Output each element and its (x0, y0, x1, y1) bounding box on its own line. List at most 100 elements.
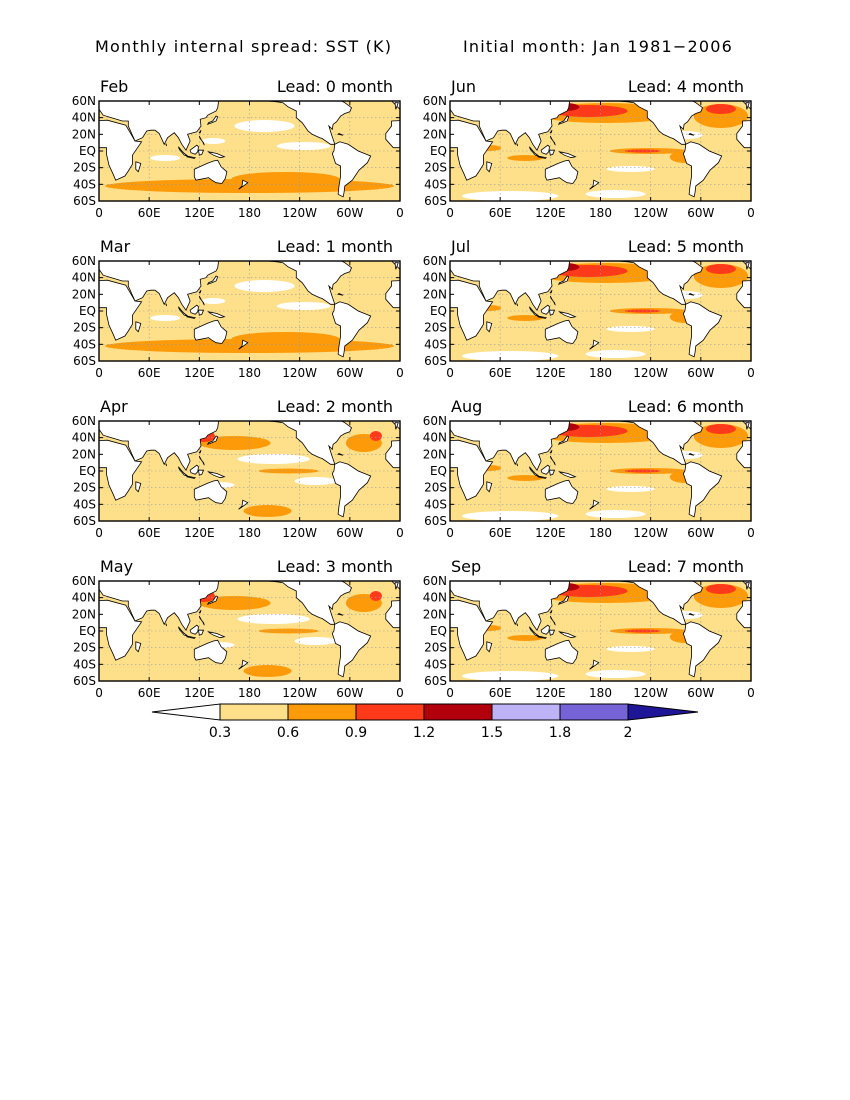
low-spread-region (462, 671, 559, 681)
land-island (688, 453, 695, 456)
lon-tick-label: 0 (396, 206, 404, 220)
sst-spread-field (99, 421, 400, 521)
lat-tick-label: 60S (424, 514, 447, 528)
lon-tick-label: 120W (282, 366, 317, 380)
land-island (589, 339, 600, 350)
land-africa-wrap (736, 440, 751, 469)
lat-tick-label: EQ (430, 144, 447, 158)
lat-tick-label: 60N (72, 94, 96, 108)
lon-tick-label: 180 (238, 526, 261, 540)
land-island (540, 144, 550, 155)
lat-tick-label: 60S (73, 354, 96, 368)
lat-tick-label: 40N (423, 111, 447, 125)
lon-tick-label: 120E (184, 526, 215, 540)
lon-tick-label: 120W (282, 526, 317, 540)
lat-tick-label: 60N (423, 574, 447, 588)
land-samerica (682, 621, 723, 678)
low-spread-region (276, 302, 331, 310)
land-island (486, 481, 493, 493)
lat-tick-label: EQ (430, 304, 447, 318)
land-island (198, 129, 202, 134)
lat-tick-label: 20N (72, 447, 96, 461)
lon-tick-label: 120E (535, 686, 566, 700)
spread-contour-region (705, 584, 736, 594)
sst-spread-field (99, 581, 400, 681)
land-island (549, 615, 556, 626)
lat-tick-label: 40N (423, 271, 447, 285)
lat-tick-label: 40S (73, 177, 96, 191)
lat-tick-label: 40S (73, 337, 96, 351)
lon-tick-label: 60E (489, 686, 512, 700)
colorbar-segment (287, 703, 357, 721)
lat-tick-label: 40S (424, 497, 447, 511)
spread-contour-region (507, 475, 544, 481)
colorbar-level-label: 1.8 (549, 725, 571, 741)
land-island (549, 309, 556, 316)
land-island (198, 149, 205, 156)
land-island (135, 481, 142, 493)
low-spread-region (585, 190, 646, 198)
land-island (189, 144, 199, 155)
land-island (549, 149, 556, 156)
low-spread-region (606, 646, 655, 652)
land-island (198, 309, 205, 316)
panel-month-label: May (100, 557, 133, 576)
land-africa-wrap (385, 120, 400, 149)
land-island (189, 304, 199, 315)
land-island (135, 161, 142, 173)
land-africa-wrap (385, 600, 400, 629)
land-island (516, 463, 519, 467)
lat-tick-label: EQ (79, 464, 96, 478)
panel-lead-label: Lead: 7 month (628, 557, 744, 576)
land-island (198, 295, 205, 306)
low-spread-region (237, 454, 310, 464)
low-spread-region (462, 351, 559, 361)
land-island (206, 275, 219, 286)
land-island (745, 102, 750, 110)
land-island (557, 275, 570, 286)
colorbar-level-label: 2 (624, 725, 633, 741)
lon-tick-label: 180 (238, 366, 261, 380)
land-island (549, 629, 556, 636)
axis-ticks (98, 100, 401, 202)
lon-tick-label: 0 (95, 686, 103, 700)
land-island (207, 631, 226, 639)
axis-ticks (98, 420, 401, 522)
lat-tick-label: 20N (72, 287, 96, 301)
land-masses (450, 421, 751, 518)
lon-tick-label: 60W (336, 526, 363, 540)
lat-tick-label: 40S (73, 657, 96, 671)
lat-tick-label: 20S (73, 161, 96, 175)
land-eurasia (99, 581, 220, 632)
axis-ticks (449, 580, 752, 682)
lon-tick-label: 120W (282, 686, 317, 700)
panel-month-label: Aug (451, 397, 482, 416)
land-eurasia (99, 101, 220, 152)
land-island (238, 179, 249, 190)
land-masses (450, 581, 751, 678)
lat-tick-label: 40N (72, 431, 96, 445)
land-australia (544, 639, 579, 664)
land-island (549, 455, 556, 466)
low-spread-region (150, 315, 181, 321)
colorbar-level-label: 1.2 (413, 725, 435, 741)
lon-tick-label: 0 (396, 686, 404, 700)
low-spread-region (237, 614, 310, 624)
panel-month-label: Feb (100, 77, 128, 96)
panel-month-label: Apr (100, 397, 128, 416)
land-eurasia (450, 101, 571, 152)
lat-tick-label: 40N (72, 271, 96, 285)
land-island (688, 293, 695, 296)
land-island (558, 311, 577, 319)
lat-tick-label: 40N (423, 591, 447, 605)
lat-tick-label: 20N (423, 287, 447, 301)
land-island (394, 262, 399, 270)
lat-tick-label: 20N (423, 447, 447, 461)
land-island (394, 422, 399, 430)
lat-tick-label: 20S (424, 641, 447, 655)
colorbar-level-label: 0.6 (277, 725, 299, 741)
lon-tick-label: 120E (184, 206, 215, 220)
land-island (589, 659, 600, 670)
